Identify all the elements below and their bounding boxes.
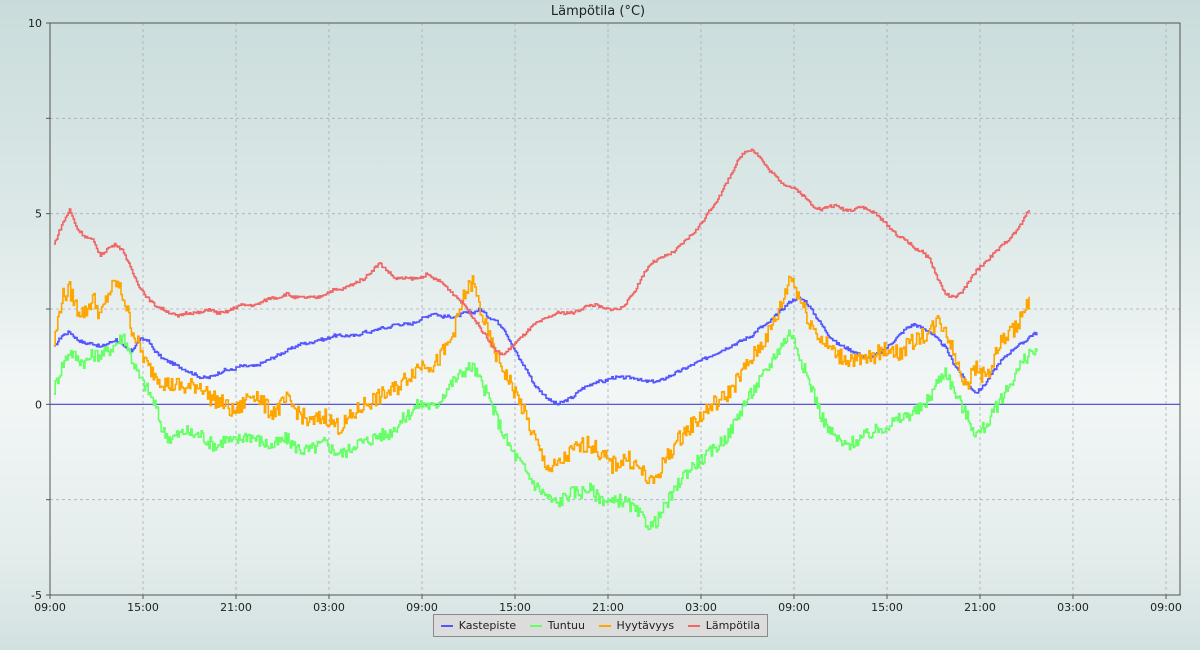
legend-swatch (440, 624, 453, 627)
legend-swatch (687, 624, 700, 627)
legend-item-hyytavyys: Hyytävyys (598, 619, 675, 632)
legend-label: Kastepiste (458, 619, 517, 632)
x-tick-label: 09:00 (34, 601, 66, 614)
x-tick-label: 09:00 (406, 601, 438, 614)
legend-swatch (598, 624, 611, 627)
y-tick-label: -5 (31, 589, 42, 602)
x-tick-label: 21:00 (220, 601, 252, 614)
axes: -5 0 5 10 09:00 15:00 21:00 03:00 09:00 15:00 21:0… (28, 17, 1182, 614)
x-tick-label: 03:00 (1057, 601, 1089, 614)
x-tick-label: 09:00 (1150, 601, 1182, 614)
y-tick-label: 5 (35, 208, 42, 221)
x-tick-label: 09:00 (778, 601, 810, 614)
legend-item-lampotila: Lämpötila (687, 619, 761, 632)
x-tick-label: 03:00 (313, 601, 345, 614)
legend-item-kastepiste: Kastepiste (440, 619, 517, 632)
y-tick-label: 0 (35, 398, 42, 411)
series-lines (53, 148, 1038, 531)
series-line-3 (53, 275, 1030, 485)
x-tick-label: 21:00 (592, 601, 624, 614)
y-tick-label: 10 (28, 17, 42, 30)
x-tick-label: 15:00 (871, 601, 903, 614)
series-line-4 (53, 148, 1030, 356)
x-tick-label: 15:00 (499, 601, 531, 614)
x-tick-label: 15:00 (127, 601, 159, 614)
chart-title: Lämpötila (°C) (551, 4, 645, 19)
legend-label: Tuntuu (547, 619, 585, 632)
legend: Kastepiste Tuntuu Hyytävyys Lämpötila (433, 614, 768, 637)
legend-label: Lämpötila (705, 619, 761, 632)
legend-item-tuntuu: Tuntuu (529, 619, 585, 632)
legend-swatch (529, 624, 542, 627)
x-tick-label: 03:00 (685, 601, 717, 614)
legend-label: Hyytävyys (616, 619, 675, 632)
series-line-2 (53, 329, 1038, 531)
x-tick-label: 21:00 (964, 601, 996, 614)
